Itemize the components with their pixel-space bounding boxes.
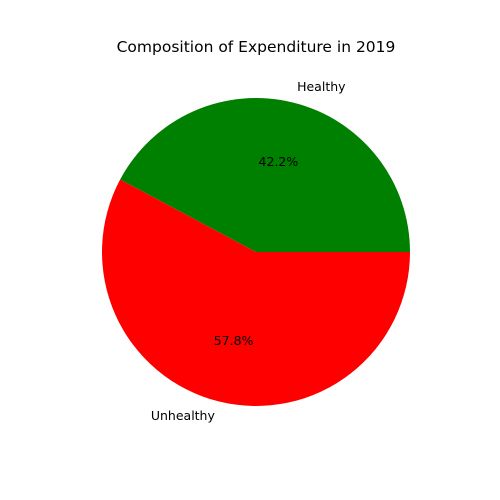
chart-title: Composition of Expenditure in 2019: [117, 38, 396, 56]
pie-labels: Healthy 42.2% Unhealthy 57.8%: [151, 79, 346, 423]
slice-percent-unhealthy: 57.8%: [214, 333, 254, 348]
pie-slices: [101, 98, 411, 407]
slice-label-unhealthy: Unhealthy: [151, 408, 216, 423]
pie-slice-unhealthy: [101, 179, 411, 407]
pie-slice-healthy: [120, 98, 411, 252]
slice-label-healthy: Healthy: [297, 79, 346, 94]
slice-percent-healthy: 42.2%: [259, 154, 299, 169]
